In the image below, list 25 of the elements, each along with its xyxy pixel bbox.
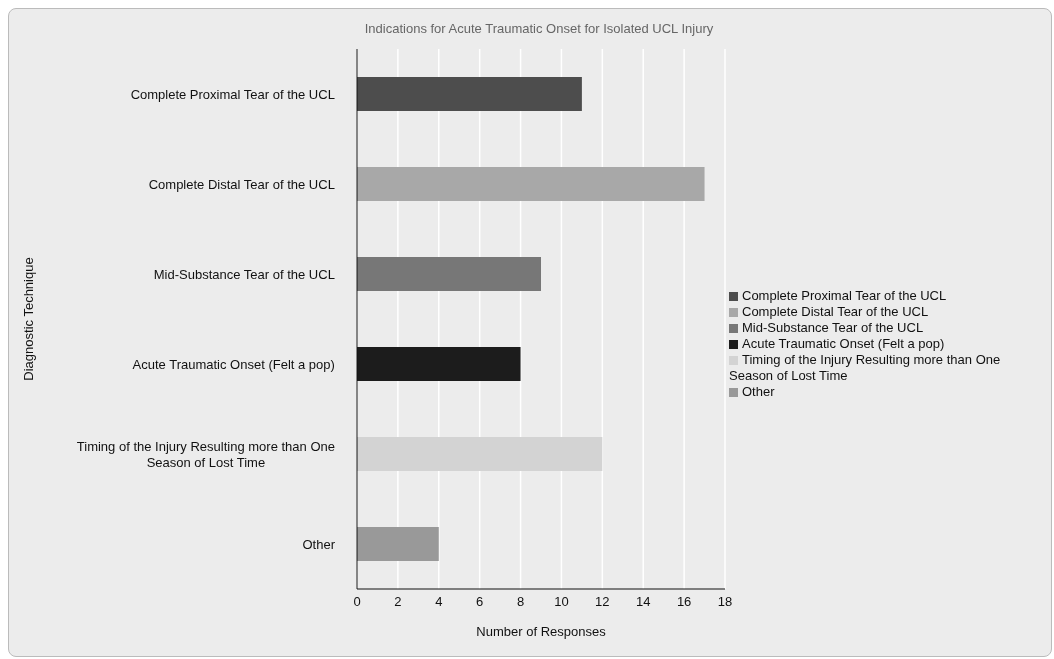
chart-title: Indications for Acute Traumatic Onset for Isolated UCL Injury xyxy=(363,21,715,36)
legend-label: Other xyxy=(742,384,775,399)
x-tick-label: 10 xyxy=(554,594,569,610)
y-tick-label: Mid-Substance Tear of the UCL xyxy=(153,266,335,282)
legend-label: Acute Traumatic Onset (Felt a pop) xyxy=(742,336,945,351)
y-tick-label: Complete Proximal Tear of the UCL xyxy=(130,86,335,102)
x-tick-label: 0 xyxy=(353,594,361,610)
x-tick-label: 16 xyxy=(676,594,692,610)
x-tick-label: 6 xyxy=(476,594,484,610)
legend-label: Timing of the Injury Resulting more than One Season of Lost Time xyxy=(729,352,1001,383)
legend-label: Mid-Substance Tear of the UCL xyxy=(742,320,924,335)
x-axis-title: Number of Responses xyxy=(476,624,607,640)
legend-label: Complete Distal Tear of the UCL xyxy=(742,304,929,319)
y-tick-label: Other xyxy=(302,536,336,552)
x-tick-label: 18 xyxy=(717,594,733,610)
y-tick-label: Complete Distal Tear of the UCL xyxy=(148,176,335,192)
y-tick-label: Acute Traumatic Onset (Felt a pop) xyxy=(132,356,335,372)
x-tick-label: 4 xyxy=(435,594,443,610)
y-tick-label: Timing of the Injury Resulting more than One Season of Lost Time xyxy=(76,438,335,470)
y-axis-title: Diagnostic Technique xyxy=(20,257,36,381)
x-tick-label: 8 xyxy=(516,594,525,610)
x-tick-label: 12 xyxy=(595,594,610,610)
x-tick-label: 14 xyxy=(635,594,651,610)
x-tick-label: 2 xyxy=(394,594,402,610)
legend-label: Complete Proximal Tear of the UCL xyxy=(742,288,947,303)
